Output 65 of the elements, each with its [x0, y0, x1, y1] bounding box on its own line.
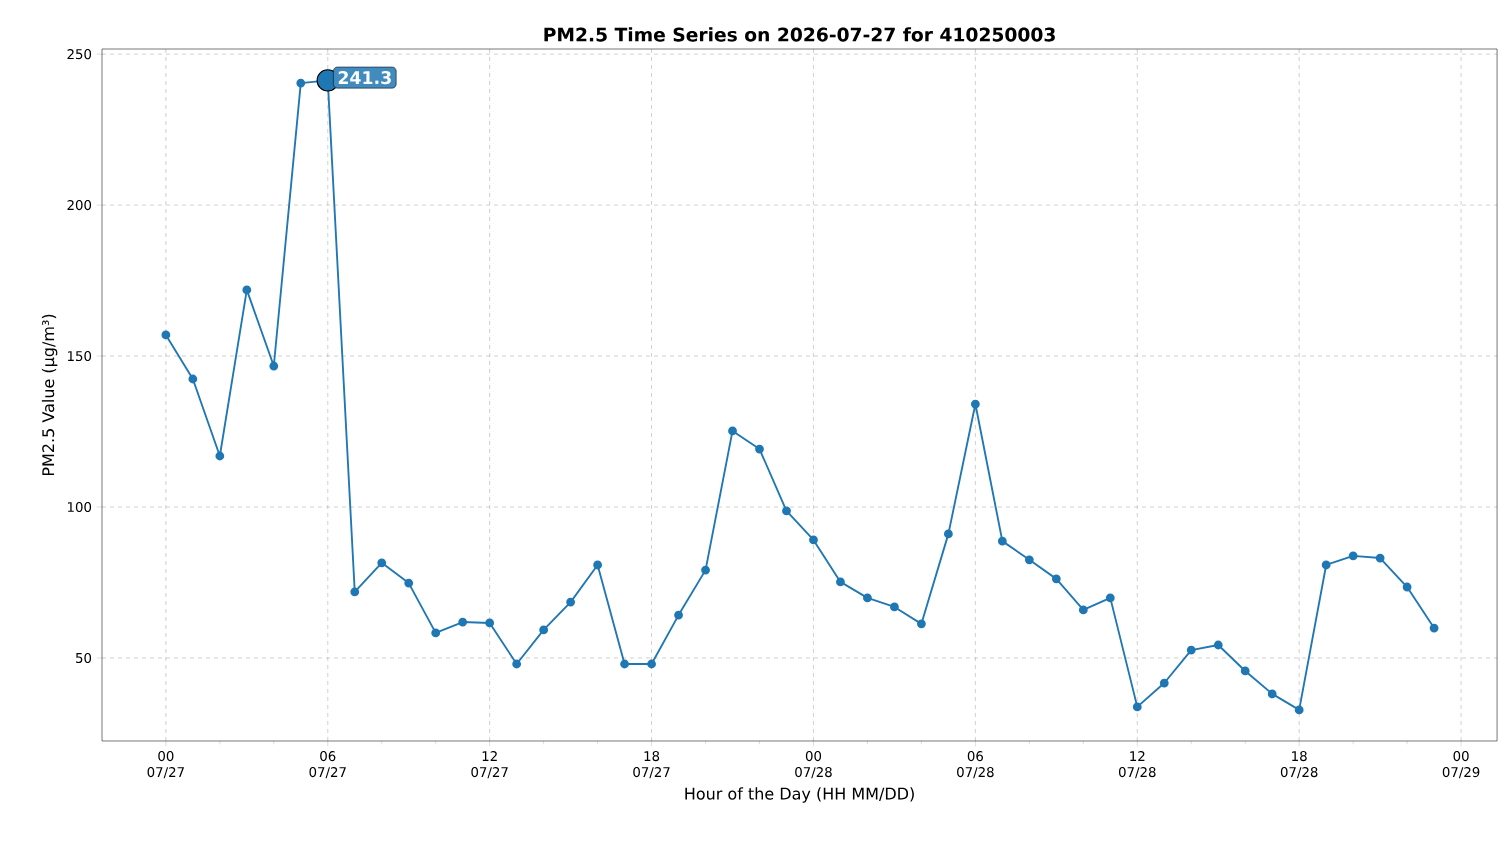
point — [1294, 705, 1304, 715]
y-tick-label: 150 — [67, 350, 92, 362]
x-tick-label: 12 07/28 — [1118, 751, 1156, 779]
point — [377, 558, 387, 568]
point — [647, 659, 656, 669]
point — [1429, 623, 1439, 633]
point — [512, 659, 522, 669]
point — [1267, 689, 1277, 699]
x-tick-label: 18 07/28 — [1280, 751, 1318, 779]
point — [1402, 582, 1412, 592]
point — [593, 560, 603, 570]
point — [674, 610, 683, 620]
point — [404, 578, 414, 588]
point — [782, 506, 791, 516]
point — [539, 625, 549, 635]
y-axis-title: PM2.5 Value (µg/m³) — [41, 314, 58, 476]
point — [296, 78, 306, 88]
point — [1240, 666, 1250, 676]
x-axis-title: Hour of the Day (HH MM/DD) — [685, 787, 914, 803]
point — [1159, 678, 1169, 688]
point — [431, 628, 441, 638]
point — [1024, 555, 1034, 565]
point — [1132, 702, 1142, 712]
point — [997, 536, 1007, 546]
y-tick-label: 200 — [67, 200, 92, 211]
point — [809, 535, 818, 545]
point — [1348, 551, 1358, 561]
x-tick-label: 00 07/28 — [795, 751, 832, 779]
point — [701, 565, 710, 575]
point — [890, 602, 899, 612]
point — [1105, 593, 1115, 603]
point — [566, 597, 576, 607]
y-tick-label: 100 — [67, 501, 92, 513]
x-tick-label: 00 07/27 — [147, 751, 184, 779]
point — [215, 451, 225, 461]
point — [917, 619, 926, 629]
point — [1321, 560, 1331, 570]
chart-title: PM2.5 Time Series on 2026-07-27 for 410250003 — [544, 27, 1055, 42]
point — [161, 330, 171, 340]
point — [350, 587, 360, 597]
point — [728, 426, 737, 436]
point — [1078, 605, 1088, 615]
point — [943, 529, 953, 539]
x-tick-label: 12 07/27 — [471, 751, 508, 779]
point — [485, 618, 495, 628]
point — [269, 361, 279, 371]
point — [836, 577, 845, 587]
point — [755, 444, 764, 454]
x-tick-label: 18 07/27 — [633, 751, 670, 779]
point — [1213, 640, 1223, 650]
x-tick-label: 06 07/27 — [309, 751, 346, 779]
y-tick-label: 50 — [76, 652, 92, 664]
point — [242, 285, 252, 295]
point — [188, 374, 198, 384]
point — [1051, 574, 1061, 584]
point — [1186, 645, 1196, 655]
point — [863, 593, 872, 603]
point — [620, 659, 629, 669]
x-tick-label: 00 07/29 — [1442, 751, 1480, 779]
point — [458, 617, 468, 627]
annotation: 241.3 — [338, 71, 391, 85]
point — [1375, 553, 1385, 563]
y-tick-label: 250 — [67, 49, 92, 60]
x-tick-label: 06 07/28 — [957, 751, 994, 779]
point — [970, 399, 980, 409]
